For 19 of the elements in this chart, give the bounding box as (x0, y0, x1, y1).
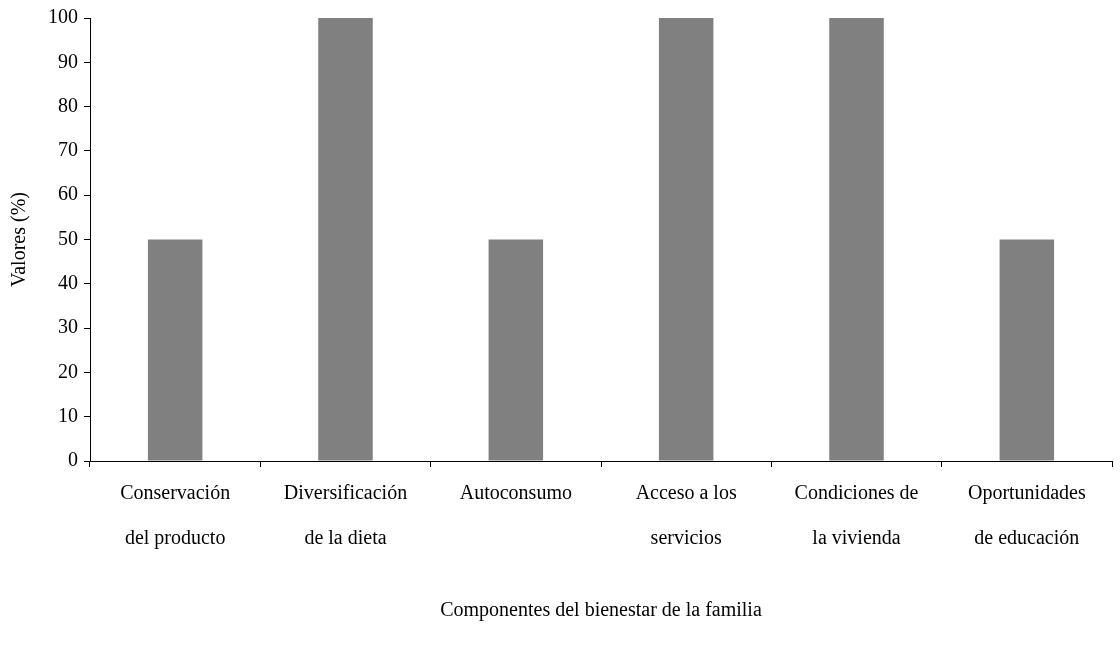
y-tick-label: 70 (58, 138, 78, 161)
y-tick-label: 100 (48, 5, 78, 28)
x-tick-label: Acceso a los servicios (635, 480, 737, 548)
y-tick-label: 0 (68, 448, 78, 471)
x-tick-label: Diversificación de la dieta (283, 480, 408, 548)
x-tick-label: Condiciones de la vivienda (794, 480, 919, 548)
y-tick-label: 60 (58, 182, 78, 205)
y-tick-label: 30 (58, 315, 78, 338)
x-axis-title: Componentes del bienestar de la familia (440, 598, 762, 622)
y-tick-label: 80 (58, 93, 78, 116)
y-axis-title: Valores (%) (7, 192, 31, 287)
y-tick-label: 40 (58, 271, 78, 294)
y-tick-label: 20 (58, 359, 78, 382)
y-tick-label: 50 (58, 226, 78, 249)
x-tick-label: Conservación del producto (120, 480, 231, 549)
x-tick-label: Autoconsumo (459, 480, 572, 503)
x-tick-label: Oportunidades de educación (967, 480, 1086, 548)
y-tick-label: 10 (58, 403, 78, 426)
y-tick-label: 90 (58, 49, 78, 72)
